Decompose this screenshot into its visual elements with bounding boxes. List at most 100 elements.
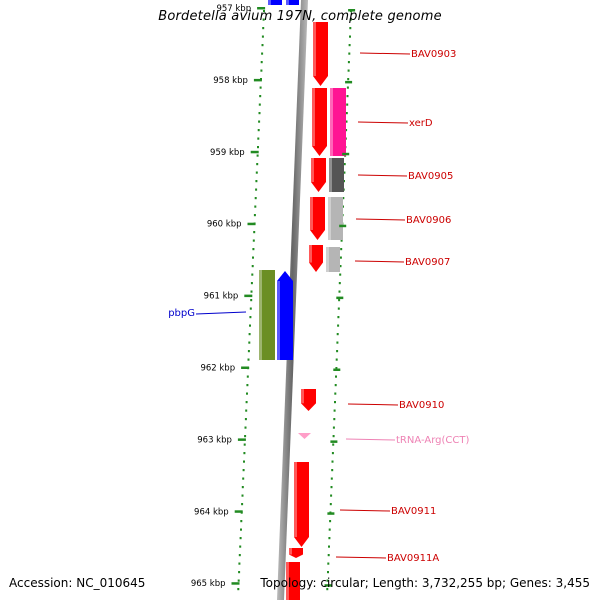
tick-mark: [250, 150, 259, 154]
gene-label[interactable]: BAV0911: [391, 506, 436, 517]
track-dot: [334, 392, 337, 395]
track-dot: [253, 214, 256, 217]
gene-label-connector: [355, 218, 406, 221]
track-dot: [347, 69, 350, 72]
tick-mark: [257, 7, 266, 10]
track-dot: [339, 265, 342, 268]
gene-label[interactable]: xerD: [409, 118, 433, 129]
track-dot: [251, 265, 254, 268]
track-dot: [238, 562, 241, 565]
track-dot: [257, 129, 260, 132]
track-dot: [243, 443, 246, 446]
track-dot: [242, 469, 245, 472]
track-dot: [249, 316, 252, 319]
track-dot: [252, 239, 255, 242]
gene-label[interactable]: BAV0910: [399, 400, 444, 411]
gene-label[interactable]: tRNA-Arg(CCT): [396, 435, 469, 446]
track-dot: [259, 95, 262, 98]
gene-label[interactable]: pbpG: [168, 308, 195, 319]
feature-xerD[interactable]: [330, 88, 346, 156]
gene-label-connector: [357, 121, 409, 124]
track-dot: [326, 579, 329, 582]
track-dot: [335, 367, 338, 370]
track-dot: [237, 588, 240, 591]
track-dot: [254, 197, 257, 200]
tick-mark: [244, 294, 253, 298]
gene-label[interactable]: BAV0906: [406, 215, 451, 226]
feature-BAV0905-gray[interactable]: [329, 158, 344, 192]
track-dot: [255, 180, 258, 183]
feature-partial-top-right[interactable]: [286, 0, 299, 5]
track-dot: [262, 27, 265, 30]
track-dot: [261, 44, 264, 47]
track-dot: [346, 95, 349, 98]
track-dot: [331, 460, 334, 463]
gene-label-connector: [354, 260, 405, 263]
tick-label: 963 kbp: [197, 435, 232, 445]
gene-labels: BAV0903 xerD BAV0905 BAV0906 BAV0907 pbpG BAV0…: [168, 49, 469, 564]
track-dot: [339, 273, 342, 276]
track-dot: [340, 239, 343, 242]
track-dot: [332, 435, 335, 438]
tick-label: 962 kbp: [200, 364, 235, 374]
track-dot: [247, 358, 250, 361]
feature-BAV0903[interactable]: [313, 22, 328, 86]
track-dot: [338, 299, 341, 302]
track-dot: [349, 18, 352, 21]
track-dot: [334, 401, 336, 404]
track-dot: [249, 324, 251, 327]
feature-BAV0907[interactable]: [309, 245, 323, 272]
track-dot: [256, 154, 259, 157]
track-dot: [240, 528, 242, 531]
feature-BAV0906[interactable]: [310, 197, 325, 240]
track-dot: [256, 163, 259, 166]
feature-BAV0911A[interactable]: [289, 548, 303, 558]
feature-BAV0911[interactable]: [294, 462, 309, 547]
feature-BAV0906-gray[interactable]: [328, 197, 343, 240]
feature-partial-bottom[interactable]: [286, 562, 300, 600]
track-dot: [346, 86, 349, 89]
feature-BAV0907-gray[interactable]: [326, 247, 340, 272]
track-dot: [239, 545, 242, 548]
gene-label-connector: [359, 52, 411, 55]
tick-label: 960 kbp: [207, 220, 242, 230]
feature-pbpG-olive[interactable]: [259, 270, 275, 360]
feature-pbpG[interactable]: [277, 271, 293, 360]
gene-label[interactable]: BAV0907: [405, 257, 450, 268]
track-dot: [258, 112, 261, 115]
track-dot: [328, 537, 331, 540]
feature-partial-top-left[interactable]: [268, 0, 282, 5]
gene-label-connector: [357, 174, 408, 177]
gene-label[interactable]: BAV0903: [411, 49, 456, 60]
track-dot: [327, 554, 330, 557]
track-dot: [243, 452, 246, 455]
tick-label: 965 kbp: [191, 579, 226, 589]
track-dot: [237, 579, 240, 582]
gene-label[interactable]: BAV0911A: [387, 553, 439, 564]
track-dot: [343, 171, 346, 174]
feature-tRNA-Arg[interactable]: [298, 433, 311, 439]
track-dot: [240, 520, 243, 523]
track-dot: [332, 443, 335, 446]
track-dot: [244, 418, 247, 421]
tick-mark: [247, 222, 256, 226]
feature-xerD-red[interactable]: [312, 88, 327, 156]
feature-track: [259, 0, 346, 600]
track-dot: [329, 503, 332, 506]
topology-text: Topology: circular; Length: 3,732,255 bp…: [260, 576, 590, 590]
track-dot: [347, 78, 350, 81]
gene-label-connector: [339, 509, 391, 512]
track-dot: [335, 375, 337, 378]
accession-text: Accession: NC_010645: [9, 576, 146, 590]
feature-BAV0910[interactable]: [301, 389, 316, 411]
track-dot: [246, 375, 249, 378]
track-dot: [338, 290, 341, 293]
tick-mark: [231, 582, 240, 585]
track-dot: [330, 477, 333, 480]
track-dot: [250, 290, 253, 293]
feature-BAV0905[interactable]: [311, 158, 326, 192]
tick-mark-right: [339, 224, 347, 228]
track-dot: [238, 571, 241, 574]
tick-mark: [241, 366, 250, 369]
gene-label[interactable]: BAV0905: [408, 171, 453, 182]
